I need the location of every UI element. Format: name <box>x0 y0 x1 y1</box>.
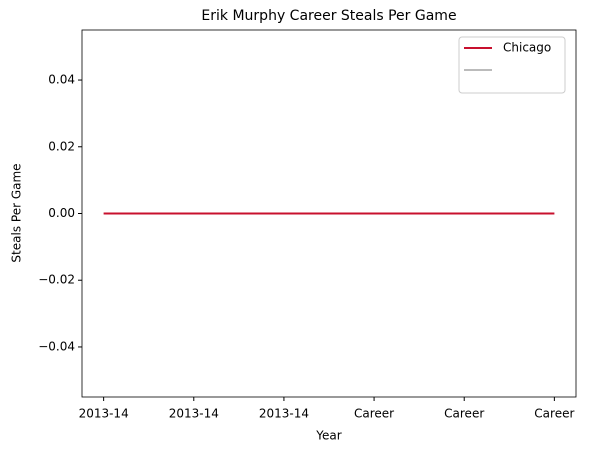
plot-frame <box>81 29 577 398</box>
x-tick-label: 2013-14 <box>169 407 219 421</box>
y-tick-label: −0.02 <box>38 273 75 287</box>
y-tick-label: 0.04 <box>48 73 75 87</box>
x-tick-label: 2013-14 <box>259 407 309 421</box>
y-tick-label: 0.00 <box>48 206 75 220</box>
x-tick-label: Career <box>354 407 394 421</box>
y-axis-label: Steals Per Game <box>10 163 24 262</box>
y-tick-label: −0.04 <box>38 339 75 353</box>
x-tick-label: 2013-14 <box>79 407 129 421</box>
legend-box <box>458 36 566 94</box>
y-tick-label: 0.02 <box>48 139 75 153</box>
legend-label: Chicago <box>503 41 551 55</box>
x-tick-label: Career <box>534 407 574 421</box>
x-axis-label: Year <box>315 429 341 443</box>
x-tick-label: Career <box>444 407 484 421</box>
chart-title: Erik Murphy Career Steals Per Game <box>201 8 456 24</box>
